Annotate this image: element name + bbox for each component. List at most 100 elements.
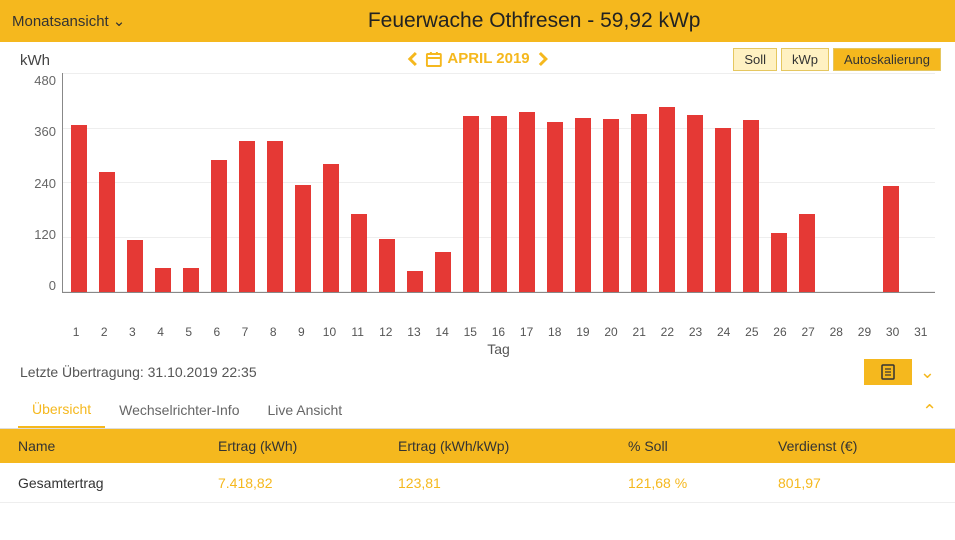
bar[interactable] — [491, 116, 508, 292]
tab-overview[interactable]: Übersicht — [18, 391, 105, 428]
collapse-table-button[interactable]: ⌄ — [922, 399, 937, 420]
xtick: 14 — [428, 323, 456, 339]
xtick: 3 — [118, 323, 146, 339]
expand-chart-button[interactable]: ⌄ — [920, 362, 935, 383]
bar-slot — [149, 73, 177, 292]
bar[interactable] — [183, 268, 200, 292]
bar[interactable] — [715, 128, 732, 292]
bar-slot — [121, 73, 149, 292]
row-pct-soll: 121,68 % — [628, 475, 778, 491]
bar[interactable] — [575, 118, 592, 292]
period-label[interactable]: APRIL 2019 — [447, 50, 529, 67]
toggle-kwp[interactable]: kWp — [781, 48, 829, 71]
xtick: 23 — [681, 323, 709, 339]
download-icon — [880, 364, 896, 380]
xtick: 31 — [907, 323, 935, 339]
bar[interactable] — [351, 214, 368, 292]
plot-area — [62, 73, 935, 293]
prev-period-button[interactable] — [405, 51, 419, 67]
xtick: 2 — [90, 323, 118, 339]
chart-panel: kWh APRIL 2019 Soll kWp Autoskalierung 4… — [0, 42, 955, 357]
xtick: 4 — [146, 323, 174, 339]
ytick: 240 — [34, 176, 56, 191]
view-selector-label: Monatsansicht — [12, 13, 109, 30]
tab-live-view[interactable]: Live Ansicht — [253, 391, 356, 428]
bar-chart: 480 360 240 120 0 — [20, 73, 935, 323]
bar[interactable] — [379, 239, 396, 292]
xtick: 11 — [344, 323, 372, 339]
xtick: 10 — [315, 323, 343, 339]
bar[interactable] — [743, 120, 760, 292]
tabs: Übersicht Wechselrichter-Info Live Ansic… — [0, 391, 955, 429]
bar[interactable] — [155, 268, 172, 292]
bar-slot — [261, 73, 289, 292]
xtick: 5 — [175, 323, 203, 339]
bar[interactable] — [99, 172, 116, 292]
y-axis-label: kWh — [20, 52, 50, 69]
bar[interactable] — [127, 240, 144, 292]
ytick: 360 — [34, 124, 56, 139]
bar[interactable] — [771, 233, 788, 292]
bar-slot — [737, 73, 765, 292]
bar[interactable] — [799, 214, 816, 292]
xtick: 15 — [456, 323, 484, 339]
calendar-icon[interactable] — [425, 51, 441, 67]
ytick: 480 — [34, 73, 56, 88]
status-row: Letzte Übertragung: 31.10.2019 22:35 ⌄ — [0, 357, 955, 391]
bar[interactable] — [211, 160, 228, 292]
app-header: Monatsansicht ⌄ Feuerwache Othfresen - 5… — [0, 0, 955, 42]
xtick: 22 — [653, 323, 681, 339]
view-selector[interactable]: Monatsansicht ⌄ — [12, 12, 125, 30]
ytick: 0 — [49, 278, 56, 293]
next-period-button[interactable] — [536, 51, 550, 67]
bar-slot — [905, 73, 933, 292]
bar[interactable] — [323, 164, 340, 292]
bar[interactable] — [883, 186, 900, 292]
y-axis: 480 360 240 120 0 — [20, 73, 62, 293]
col-verdienst: Verdienst (€) — [778, 438, 937, 454]
bar[interactable] — [659, 107, 676, 292]
x-axis: 1234567891011121314151617181920212223242… — [62, 323, 935, 339]
bar[interactable] — [267, 141, 284, 292]
bar[interactable] — [407, 271, 424, 292]
bar-slot — [849, 73, 877, 292]
bar-slot — [709, 73, 737, 292]
row-ertrag-kwhkwp: 123,81 — [398, 475, 628, 491]
x-axis-label: Tag — [62, 341, 935, 357]
bar[interactable] — [603, 119, 620, 292]
xtick: 1 — [62, 323, 90, 339]
bar[interactable] — [239, 141, 256, 292]
xtick: 7 — [231, 323, 259, 339]
toggle-soll[interactable]: Soll — [733, 48, 777, 71]
page-title: Feuerwache Othfresen - 59,92 kWp — [125, 9, 943, 33]
bar[interactable] — [435, 252, 452, 292]
bar[interactable] — [687, 115, 704, 292]
bar-slot — [65, 73, 93, 292]
xtick: 17 — [513, 323, 541, 339]
bar[interactable] — [463, 116, 480, 292]
xtick: 6 — [203, 323, 231, 339]
toggle-autoscale[interactable]: Autoskalierung — [833, 48, 941, 71]
xtick: 8 — [259, 323, 287, 339]
xtick: 25 — [738, 323, 766, 339]
xtick: 20 — [597, 323, 625, 339]
bar-slot — [877, 73, 905, 292]
bar[interactable] — [295, 185, 312, 292]
tab-inverter-info[interactable]: Wechselrichter-Info — [105, 391, 253, 428]
xtick: 13 — [400, 323, 428, 339]
bar-slot — [541, 73, 569, 292]
xtick: 28 — [822, 323, 850, 339]
bar-slot — [653, 73, 681, 292]
bar[interactable] — [547, 122, 564, 292]
bar[interactable] — [631, 114, 648, 292]
bar[interactable] — [71, 125, 88, 292]
xtick: 16 — [484, 323, 512, 339]
bar-slot — [793, 73, 821, 292]
table-row: Gesamtertrag 7.418,82 123,81 121,68 % 80… — [0, 463, 955, 503]
bar[interactable] — [519, 112, 536, 292]
bar-slot — [429, 73, 457, 292]
xtick: 12 — [372, 323, 400, 339]
download-button[interactable] — [864, 359, 912, 385]
bar-slot — [513, 73, 541, 292]
bar-slot — [681, 73, 709, 292]
